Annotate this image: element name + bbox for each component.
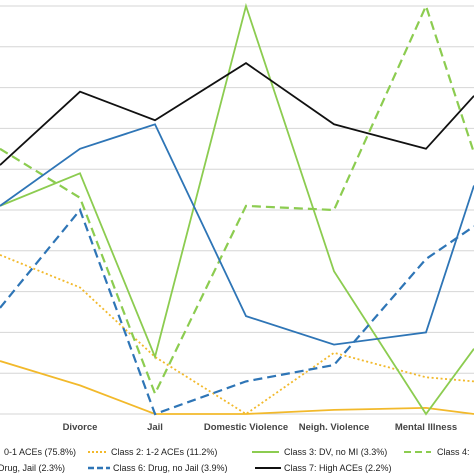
series-line-class1 [0,360,474,415]
x-tick-label: Mental Illness [395,422,457,433]
series-line-class2 [0,254,474,416]
legend-label-class6: Class 6: Drug, no Jail (3.9%) [113,463,228,473]
x-tick-label: Divorce [63,422,98,433]
gridlines [0,5,474,415]
series-line-class6 [0,207,474,416]
legend-label-class4: Class 4: [437,447,470,457]
x-tick-label: Neigh. Violence [299,422,370,433]
legend: 0-1 ACEs (75.8%) Class 2: 1-2 ACEs (11.2… [0,447,470,473]
x-axis-ticks: Divorce Jail Domestic Violence Neigh. Viole… [63,422,458,433]
legend-label-class7: Class 7: High ACEs (2.2%) [284,463,392,473]
series-line-class4 [0,2,474,397]
legend-label-class1: 0-1 ACEs (75.8%) [4,447,76,457]
legend-label-class5: Drug, Jail (2.3%) [0,463,65,473]
x-tick-label: Domestic Violence [204,422,288,433]
series-line-class3 [0,2,474,416]
legend-label-class2: Class 2: 1-2 ACEs (11.2%) [111,447,217,457]
series-line-class5 [0,123,474,346]
series-line-class7 [0,62,474,166]
x-tick-label: Jail [147,422,163,433]
series-lines [0,2,474,416]
legend-label-class3: Class 3: DV, no MI (3.3%) [284,447,387,457]
